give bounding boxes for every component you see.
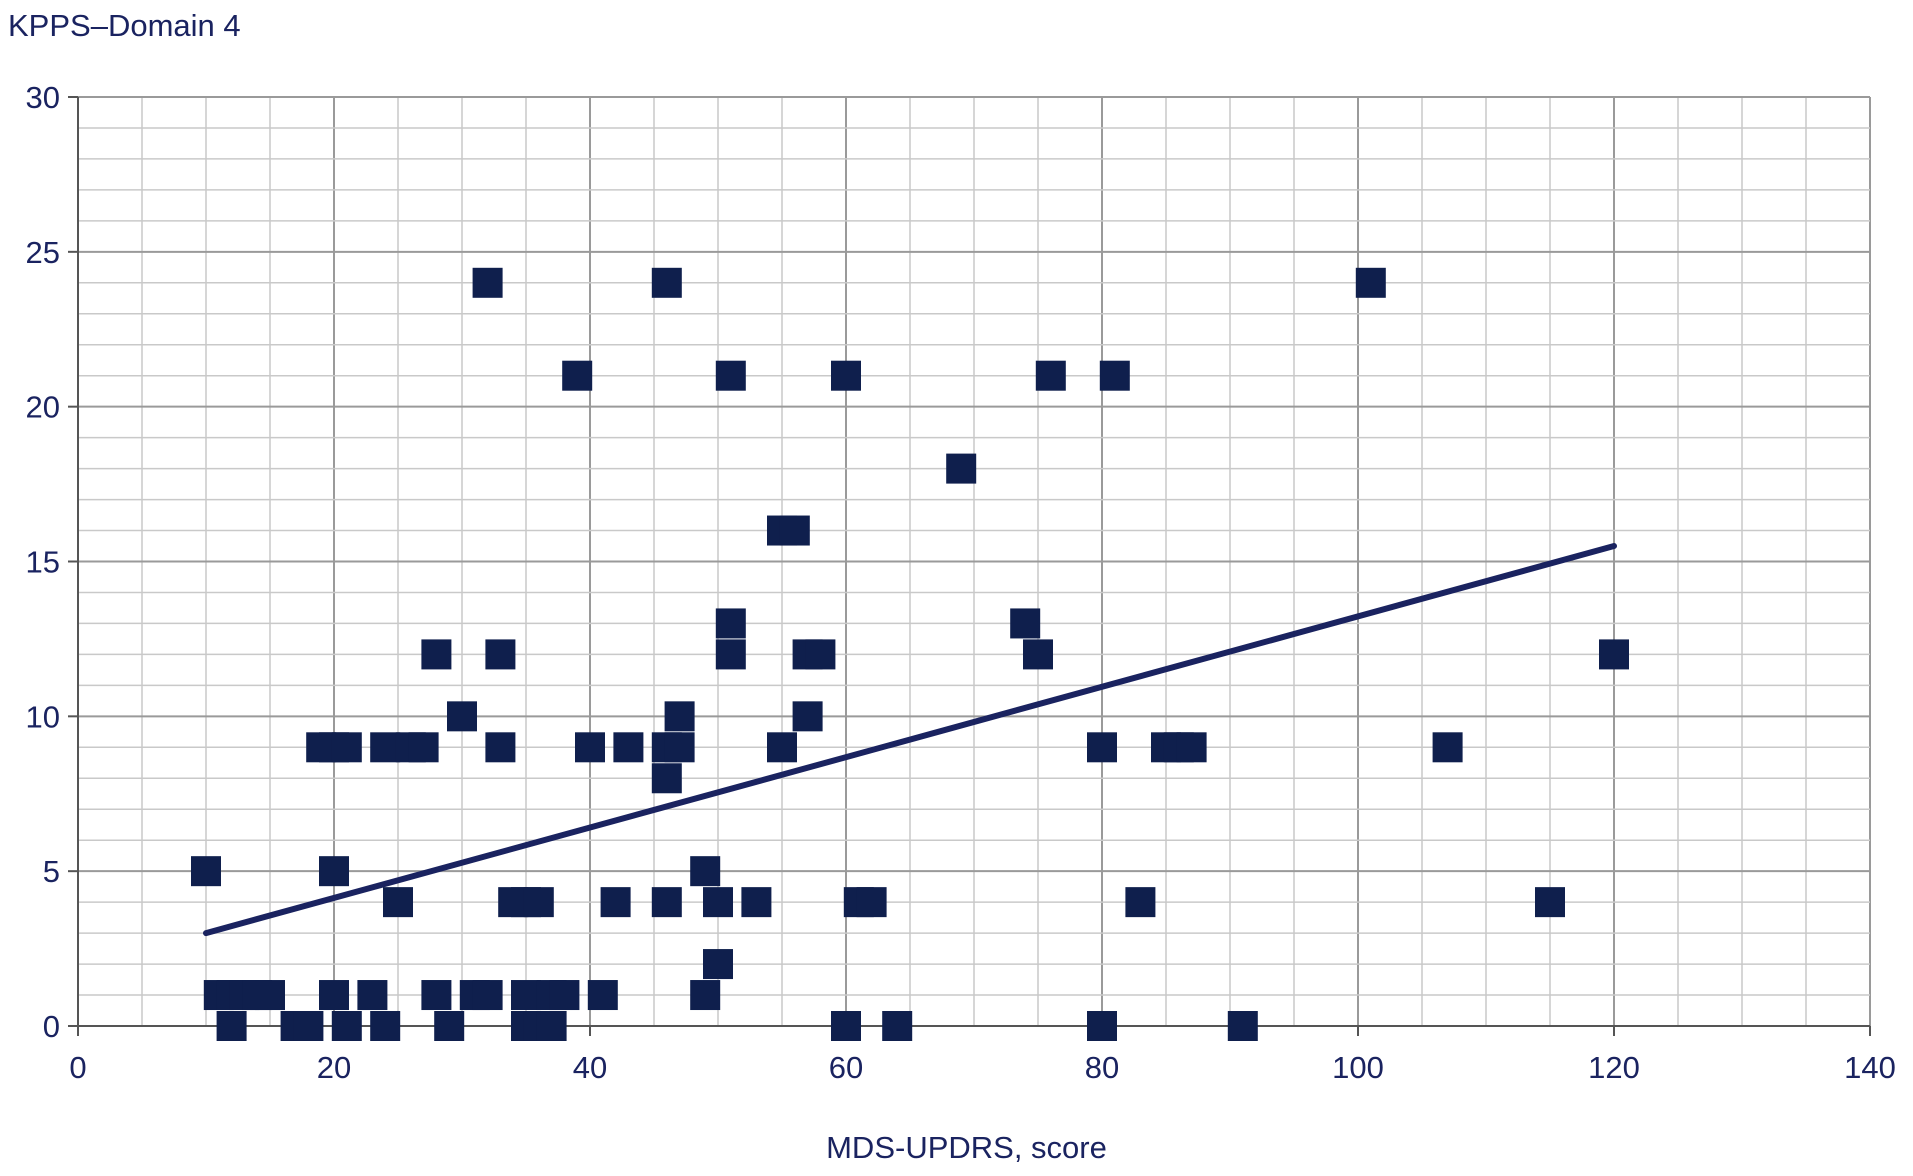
- data-point: [1087, 1011, 1117, 1041]
- data-point: [1432, 732, 1463, 763]
- y-tick-label: 20: [26, 390, 60, 425]
- data-point: [434, 1011, 465, 1041]
- data-point: [831, 1011, 861, 1041]
- y-tick-label: 0: [43, 1009, 60, 1044]
- x-tick-label: 20: [317, 1050, 351, 1085]
- grid-lines: [77, 96, 1871, 1027]
- y-axis-label: KPPS–Domain 4: [8, 8, 241, 43]
- data-point: [882, 1011, 913, 1041]
- data-point: [319, 980, 349, 1011]
- data-point: [549, 980, 580, 1011]
- data-point: [703, 949, 733, 980]
- data-point: [1035, 360, 1066, 391]
- data-point: [536, 1011, 567, 1041]
- data-point: [357, 980, 388, 1011]
- data-point: [1176, 732, 1207, 763]
- data-point: [805, 639, 836, 670]
- data-point: [331, 732, 362, 763]
- data-point: [1125, 887, 1156, 918]
- data-point: [370, 732, 401, 763]
- data-point: [511, 980, 541, 1011]
- y-tick-labels: 0 5 10 15 20 25 30: [26, 80, 60, 1044]
- data-point: [664, 701, 695, 732]
- y-tick-label: 30: [26, 80, 60, 115]
- data-point: [600, 887, 631, 918]
- data-point: [703, 887, 733, 918]
- data-point: [255, 980, 285, 1011]
- data-point: [421, 639, 452, 670]
- data-point: [664, 732, 695, 763]
- data-point: [715, 608, 746, 639]
- data-point: [767, 732, 797, 763]
- data-point: [690, 856, 721, 887]
- x-tick-label: 140: [1844, 1050, 1896, 1085]
- data-point: [1023, 639, 1053, 670]
- x-axis-label: MDS-UPDRS, score: [826, 1130, 1107, 1165]
- x-tick-label: 40: [573, 1050, 607, 1085]
- trend-line-group: [203, 543, 1617, 937]
- data-points: [191, 267, 1629, 1041]
- data-point: [613, 732, 644, 763]
- data-point: [1355, 267, 1386, 298]
- data-point: [562, 360, 593, 391]
- x-tick-label: 120: [1588, 1050, 1640, 1085]
- x-tick-label: 80: [1085, 1050, 1119, 1085]
- y-tick-label: 5: [43, 854, 60, 889]
- data-point: [779, 515, 810, 546]
- data-point: [293, 1011, 324, 1041]
- y-tick-label: 25: [26, 235, 60, 270]
- data-point: [690, 980, 721, 1011]
- data-point: [856, 887, 887, 918]
- data-point: [216, 1011, 247, 1041]
- data-point: [319, 856, 349, 887]
- data-point: [408, 732, 439, 763]
- data-point: [370, 1011, 401, 1041]
- data-point: [447, 701, 477, 732]
- data-point: [651, 887, 682, 918]
- data-point: [523, 887, 554, 918]
- data-point: [741, 887, 772, 918]
- data-point: [715, 639, 746, 670]
- trend-line: [203, 543, 1617, 937]
- data-point: [946, 453, 977, 484]
- x-tick-label: 60: [829, 1050, 863, 1085]
- data-point: [792, 701, 823, 732]
- x-tick-label: 100: [1332, 1050, 1384, 1085]
- data-point: [651, 267, 682, 298]
- data-point: [1599, 639, 1629, 670]
- data-point: [1099, 360, 1130, 391]
- data-point: [191, 856, 221, 887]
- x-tick-label: 0: [69, 1050, 86, 1085]
- data-point: [485, 732, 516, 763]
- y-tick-label: 10: [26, 699, 60, 734]
- data-point: [472, 980, 503, 1011]
- x-tick-labels: 0 20 40 60 80 100 120 140: [69, 1050, 1895, 1085]
- data-point: [1227, 1011, 1258, 1041]
- data-point: [421, 980, 452, 1011]
- data-point: [1087, 732, 1117, 763]
- data-point: [472, 267, 503, 298]
- y-tick-label: 15: [26, 545, 60, 580]
- data-point: [383, 887, 413, 918]
- data-point: [485, 639, 516, 670]
- data-point: [331, 1011, 362, 1041]
- data-point: [1535, 887, 1565, 918]
- data-point: [587, 980, 618, 1011]
- data-point: [831, 360, 861, 391]
- data-point: [575, 732, 605, 763]
- data-point: [1010, 608, 1041, 639]
- data-point: [715, 360, 746, 391]
- data-point: [651, 763, 682, 794]
